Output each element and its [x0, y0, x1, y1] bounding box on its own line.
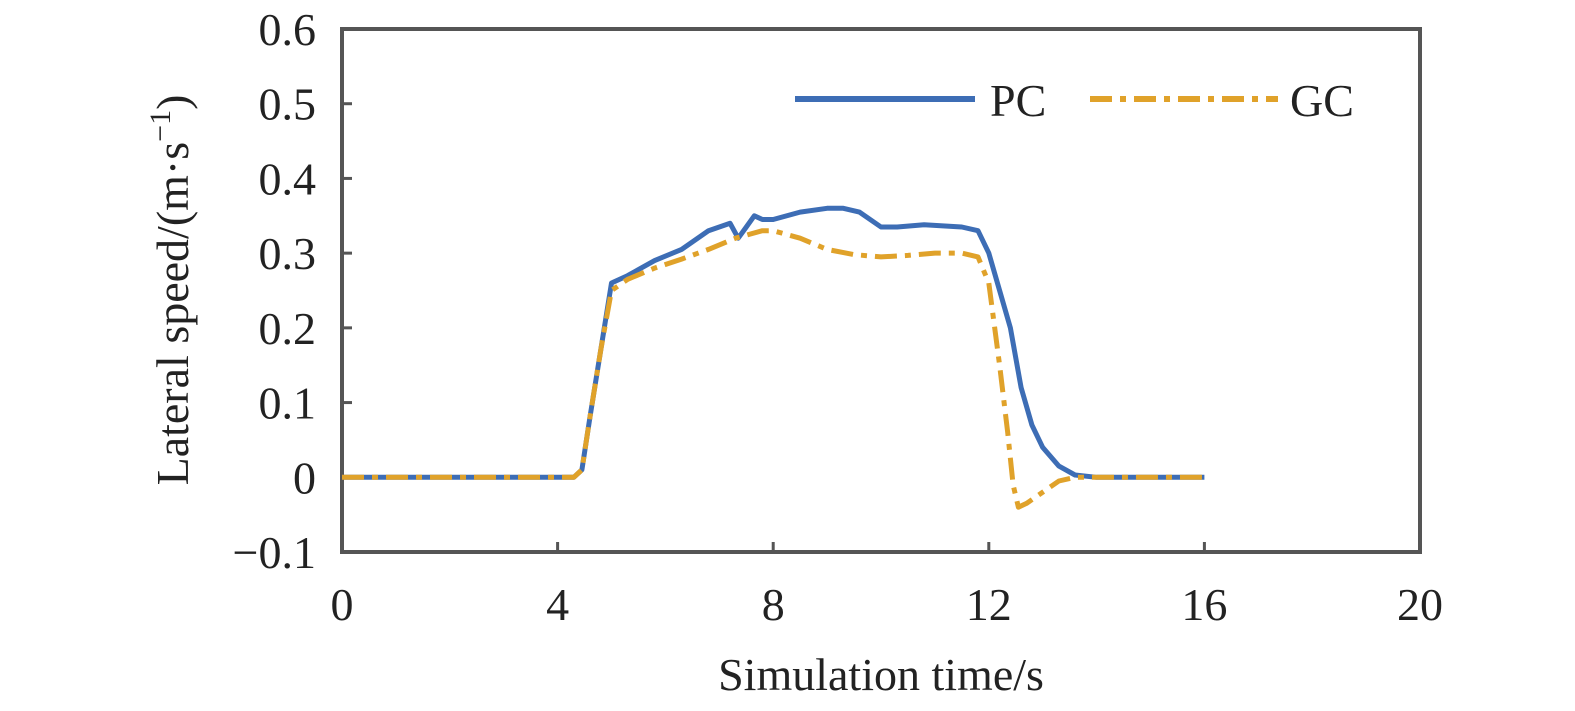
y-axis-title-close: ): [147, 95, 198, 110]
y-tick-label: 0.2: [259, 303, 317, 354]
axis-ticks: 0 4 8 12 16 20 −0.1 0 0.1 0.2 0.3 0.4 0.5 0.6: [233, 4, 1443, 630]
y-tick-label: 0.5: [259, 79, 317, 130]
x-tick-label: 0: [331, 579, 354, 630]
y-tick-label: 0.1: [259, 378, 317, 429]
legend-label-pc: PC: [990, 75, 1046, 126]
y-axis-title: Lateral speed/(m·s−1): [144, 95, 198, 486]
x-tick-label: 4: [546, 579, 569, 630]
y-tick-label: 0: [293, 452, 316, 503]
x-axis-title: Simulation time/s: [718, 649, 1044, 700]
y-axis-title-main: Lateral speed/(m·s: [147, 142, 198, 486]
x-tick-label: 8: [762, 579, 785, 630]
x-tick-label: 20: [1397, 579, 1443, 630]
y-tick-label: 0.4: [259, 153, 317, 204]
series-line-pc: [342, 205, 1205, 480]
legend-label-gc: GC: [1290, 75, 1354, 126]
legend: PC GC: [795, 75, 1354, 126]
series-layer: [342, 205, 1205, 510]
series-line-gc: [342, 228, 1205, 510]
x-tick-label: 12: [966, 579, 1012, 630]
y-tick-label: −0.1: [233, 527, 316, 578]
y-tick-label: 0.3: [259, 228, 317, 279]
y-axis-title-superscript: −1: [144, 110, 177, 142]
x-tick-label: 16: [1181, 579, 1227, 630]
plot-frame: [340, 27, 1422, 554]
y-tick-label: 0.6: [259, 4, 317, 55]
